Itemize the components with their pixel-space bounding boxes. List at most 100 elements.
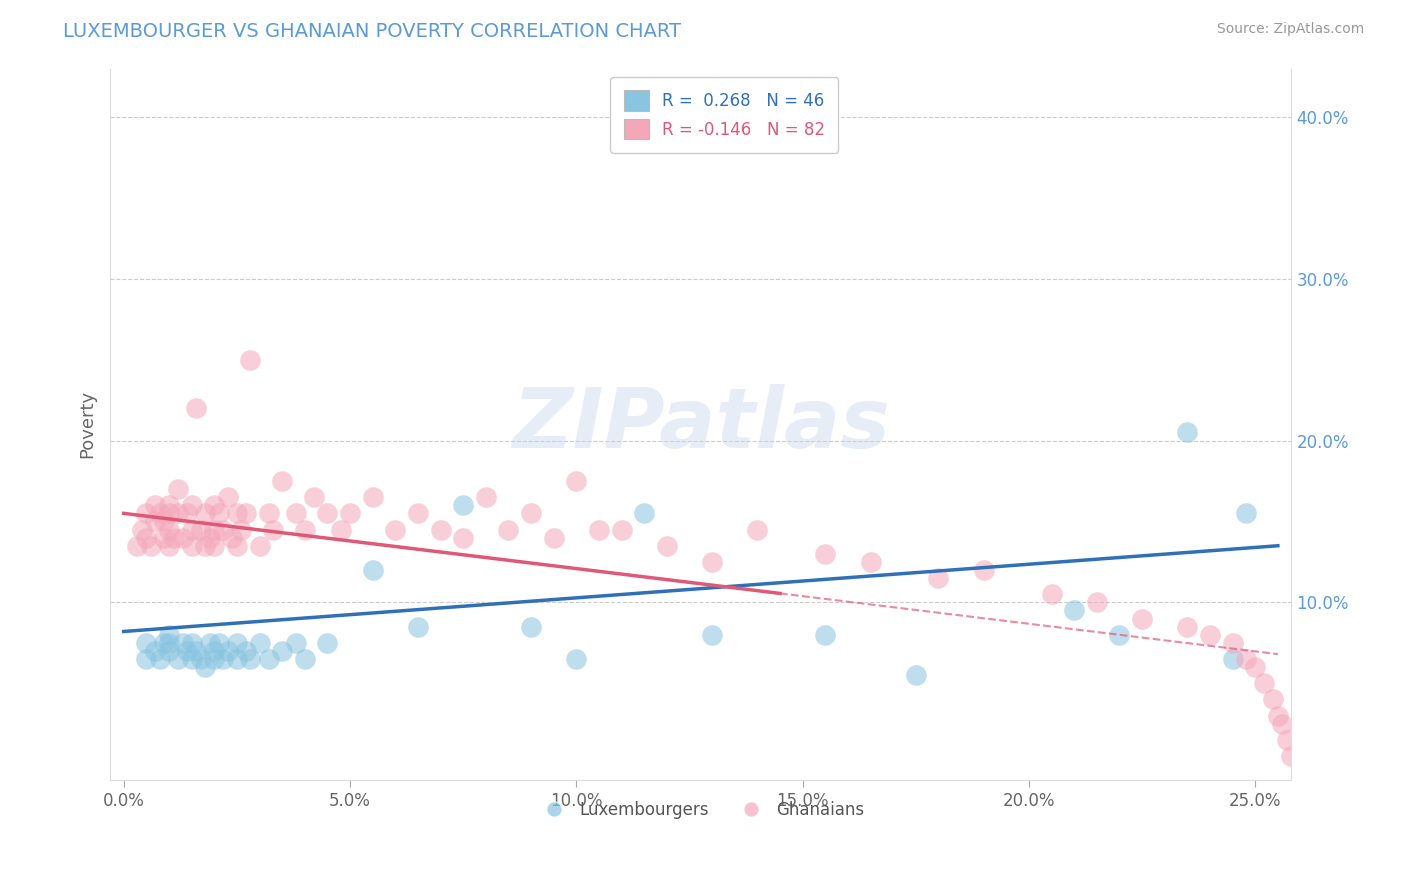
Point xyxy=(1222,636,1244,650)
Point xyxy=(190,652,212,666)
Point xyxy=(1267,708,1289,723)
Point xyxy=(180,498,202,512)
Point xyxy=(973,563,995,577)
Point xyxy=(294,652,316,666)
Point xyxy=(271,644,294,658)
Point xyxy=(135,652,157,666)
Point xyxy=(1234,652,1257,666)
Point xyxy=(1244,660,1267,674)
Y-axis label: Poverty: Poverty xyxy=(79,391,96,458)
Point xyxy=(814,547,837,561)
Point xyxy=(633,507,655,521)
Point xyxy=(153,636,176,650)
Point xyxy=(475,490,498,504)
Point xyxy=(520,507,543,521)
Point xyxy=(316,507,339,521)
Point xyxy=(904,668,927,682)
Point xyxy=(1222,652,1244,666)
Point xyxy=(1040,587,1063,601)
Point xyxy=(176,507,198,521)
Legend: Luxembourgers, Ghanaians: Luxembourgers, Ghanaians xyxy=(531,794,870,825)
Point xyxy=(225,507,247,521)
Point xyxy=(127,539,149,553)
Point xyxy=(180,652,202,666)
Point xyxy=(235,644,257,658)
Point xyxy=(212,652,235,666)
Point xyxy=(145,515,167,529)
Point xyxy=(859,555,882,569)
Point xyxy=(153,531,176,545)
Point xyxy=(1199,628,1222,642)
Point xyxy=(1085,595,1108,609)
Point xyxy=(655,539,678,553)
Point xyxy=(176,644,198,658)
Point xyxy=(157,523,180,537)
Point xyxy=(167,652,190,666)
Point xyxy=(1275,732,1298,747)
Point xyxy=(284,636,307,650)
Point xyxy=(339,507,361,521)
Point xyxy=(221,531,243,545)
Point xyxy=(249,636,271,650)
Point xyxy=(361,490,384,504)
Point xyxy=(316,636,339,650)
Point xyxy=(180,539,202,553)
Point xyxy=(198,531,221,545)
Point xyxy=(180,636,202,650)
Point xyxy=(194,507,217,521)
Point xyxy=(271,474,294,488)
Point xyxy=(406,619,429,633)
Point xyxy=(249,539,271,553)
Point xyxy=(700,555,723,569)
Point xyxy=(202,539,225,553)
Point xyxy=(145,644,167,658)
Point xyxy=(330,523,353,537)
Point xyxy=(361,563,384,577)
Point xyxy=(135,531,157,545)
Point xyxy=(202,652,225,666)
Point xyxy=(1063,603,1085,617)
Point xyxy=(202,498,225,512)
Point xyxy=(700,628,723,642)
Point xyxy=(384,523,406,537)
Point xyxy=(1175,425,1198,440)
Point xyxy=(610,523,633,537)
Point xyxy=(212,523,235,537)
Point xyxy=(208,636,231,650)
Point xyxy=(135,636,157,650)
Point xyxy=(208,507,231,521)
Point xyxy=(157,628,180,642)
Point xyxy=(157,498,180,512)
Point xyxy=(302,490,325,504)
Point xyxy=(294,523,316,537)
Point xyxy=(239,652,262,666)
Point xyxy=(235,507,257,521)
Point xyxy=(180,523,202,537)
Point xyxy=(172,636,194,650)
Point xyxy=(157,636,180,650)
Point xyxy=(1253,676,1275,690)
Point xyxy=(190,523,212,537)
Point xyxy=(231,523,253,537)
Point xyxy=(451,531,474,545)
Point xyxy=(543,531,565,545)
Point xyxy=(1271,716,1294,731)
Point xyxy=(498,523,520,537)
Point xyxy=(139,539,162,553)
Point xyxy=(149,507,172,521)
Point xyxy=(167,507,190,521)
Point xyxy=(257,652,280,666)
Text: Source: ZipAtlas.com: Source: ZipAtlas.com xyxy=(1216,22,1364,37)
Text: LUXEMBOURGER VS GHANAIAN POVERTY CORRELATION CHART: LUXEMBOURGER VS GHANAIAN POVERTY CORRELA… xyxy=(63,22,682,41)
Point xyxy=(284,507,307,521)
Point xyxy=(927,571,949,585)
Text: ZIPatlas: ZIPatlas xyxy=(512,384,890,465)
Point xyxy=(814,628,837,642)
Point xyxy=(1263,692,1285,706)
Point xyxy=(217,644,239,658)
Point xyxy=(451,498,474,512)
Point xyxy=(194,539,217,553)
Point xyxy=(153,515,176,529)
Point xyxy=(1108,628,1130,642)
Point xyxy=(588,523,610,537)
